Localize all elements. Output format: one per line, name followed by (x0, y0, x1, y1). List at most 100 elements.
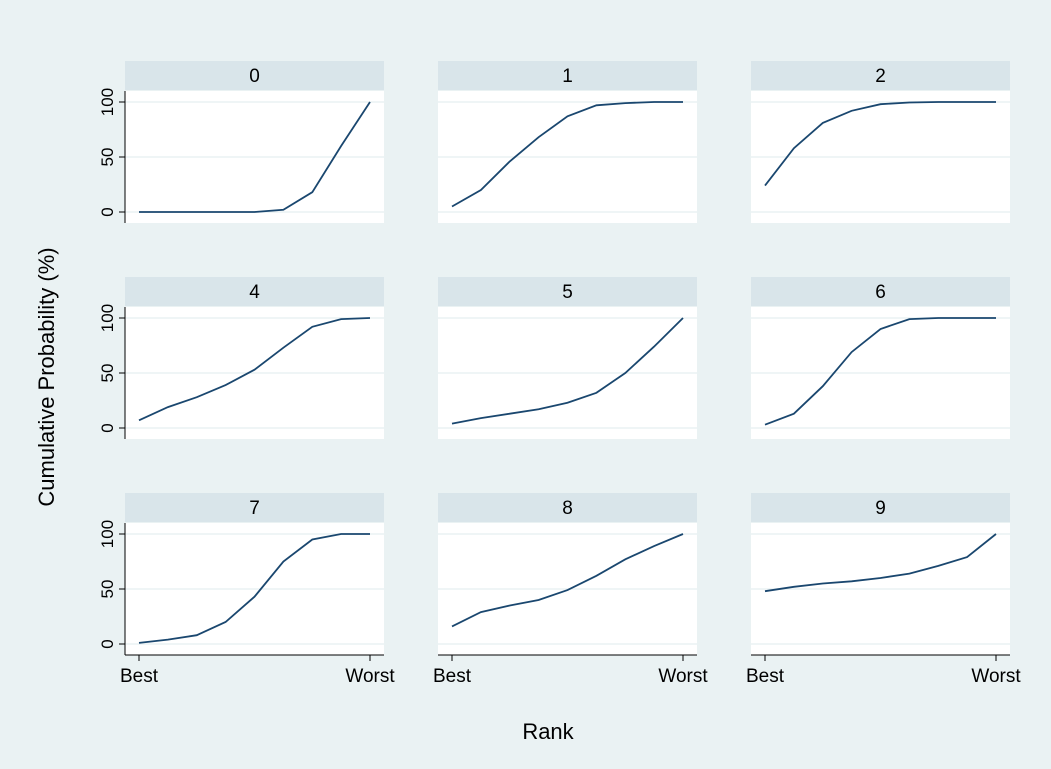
data-point (282, 347, 284, 349)
y-tick-label: 50 (98, 364, 117, 383)
data-point (851, 351, 853, 353)
panel-header (751, 493, 1010, 522)
data-point (595, 104, 597, 106)
y-tick-label: 0 (98, 639, 117, 648)
data-point (624, 102, 626, 104)
panel-title: 1 (562, 66, 573, 87)
panel-header (125, 493, 384, 522)
panel-title: 9 (875, 498, 886, 519)
data-point (369, 533, 371, 535)
data-point (653, 346, 655, 348)
panel-title: 4 (249, 282, 260, 303)
data-point (369, 317, 371, 319)
data-point (822, 385, 824, 387)
data-point (937, 565, 939, 567)
data-point (908, 102, 910, 104)
panel-4: 4 0 50 100 (98, 277, 384, 439)
data-point (225, 621, 227, 623)
data-point (451, 206, 453, 208)
x-axis-title: Rank (522, 719, 574, 744)
data-point (282, 209, 284, 211)
y-tick-label: 0 (98, 207, 117, 216)
data-point (538, 136, 540, 138)
data-point (880, 328, 882, 330)
data-point (908, 318, 910, 320)
data-point (793, 413, 795, 415)
data-point (254, 596, 256, 598)
panel-header (438, 277, 697, 306)
data-point (764, 424, 766, 426)
data-point (282, 561, 284, 563)
data-point (653, 545, 655, 547)
data-point (966, 317, 968, 319)
data-point (138, 211, 140, 213)
data-point (851, 580, 853, 582)
data-point (567, 402, 569, 404)
y-axis-title: Cumulative Probability (%) (34, 247, 59, 506)
panel-header (438, 61, 697, 90)
data-point (538, 408, 540, 410)
series-line (451, 533, 684, 628)
data-point (908, 573, 910, 575)
panel-header (125, 61, 384, 90)
panel-title: 5 (562, 282, 573, 303)
data-point (595, 392, 597, 394)
panel-0: 0 0 50 100 (98, 61, 384, 223)
series-line (451, 317, 684, 425)
panel-2: 2 (751, 61, 1010, 223)
data-point (480, 189, 482, 191)
data-point (595, 575, 597, 577)
data-point (167, 639, 169, 641)
panel-5: 5 (438, 277, 697, 439)
data-point (451, 423, 453, 425)
data-point (196, 211, 198, 213)
data-point (880, 103, 882, 105)
data-point (538, 599, 540, 601)
series-line (764, 317, 996, 426)
panel-1: 1 (438, 61, 697, 223)
data-point (480, 611, 482, 613)
data-point (851, 110, 853, 112)
panel-title: 8 (562, 498, 573, 519)
data-point (311, 539, 313, 541)
panel-header (438, 493, 697, 522)
data-point (225, 384, 227, 386)
data-point (624, 558, 626, 560)
y-tick-label: 0 (98, 423, 117, 432)
x-tick-label: Best (433, 666, 472, 687)
data-point (567, 115, 569, 117)
series-line (139, 101, 371, 213)
data-point (995, 533, 997, 535)
data-point (254, 369, 256, 371)
data-point (822, 583, 824, 585)
series-line (138, 317, 371, 422)
data-point (764, 590, 766, 592)
data-point (311, 191, 313, 193)
x-tick-label: Worst (658, 666, 708, 687)
data-point (624, 372, 626, 374)
y-tick-label: 50 (98, 580, 117, 599)
panel-7: 7 0 50 100 Best Worst (98, 493, 395, 687)
data-point (682, 317, 684, 319)
panel-grid: 0 0 50 100 1 2 4 0 50 100 5 6 7 0 50 100 Best Worst 8 Best W… (98, 61, 1021, 687)
panel-header (751, 277, 1010, 306)
series-line (764, 533, 997, 593)
data-point (682, 101, 684, 103)
data-point (509, 160, 511, 162)
data-point (480, 417, 482, 419)
data-point (966, 101, 968, 103)
panel-6: 6 (751, 277, 1010, 439)
data-point (138, 642, 140, 644)
panel-title: 0 (249, 66, 260, 87)
data-point (451, 625, 453, 627)
data-point (225, 211, 227, 213)
data-point (196, 634, 198, 636)
data-point (764, 185, 766, 187)
panel-title: 2 (875, 66, 886, 87)
panel-header (751, 61, 1010, 90)
data-point (167, 406, 169, 408)
y-tick-label: 100 (98, 304, 117, 332)
data-point (196, 396, 198, 398)
data-point (880, 577, 882, 579)
